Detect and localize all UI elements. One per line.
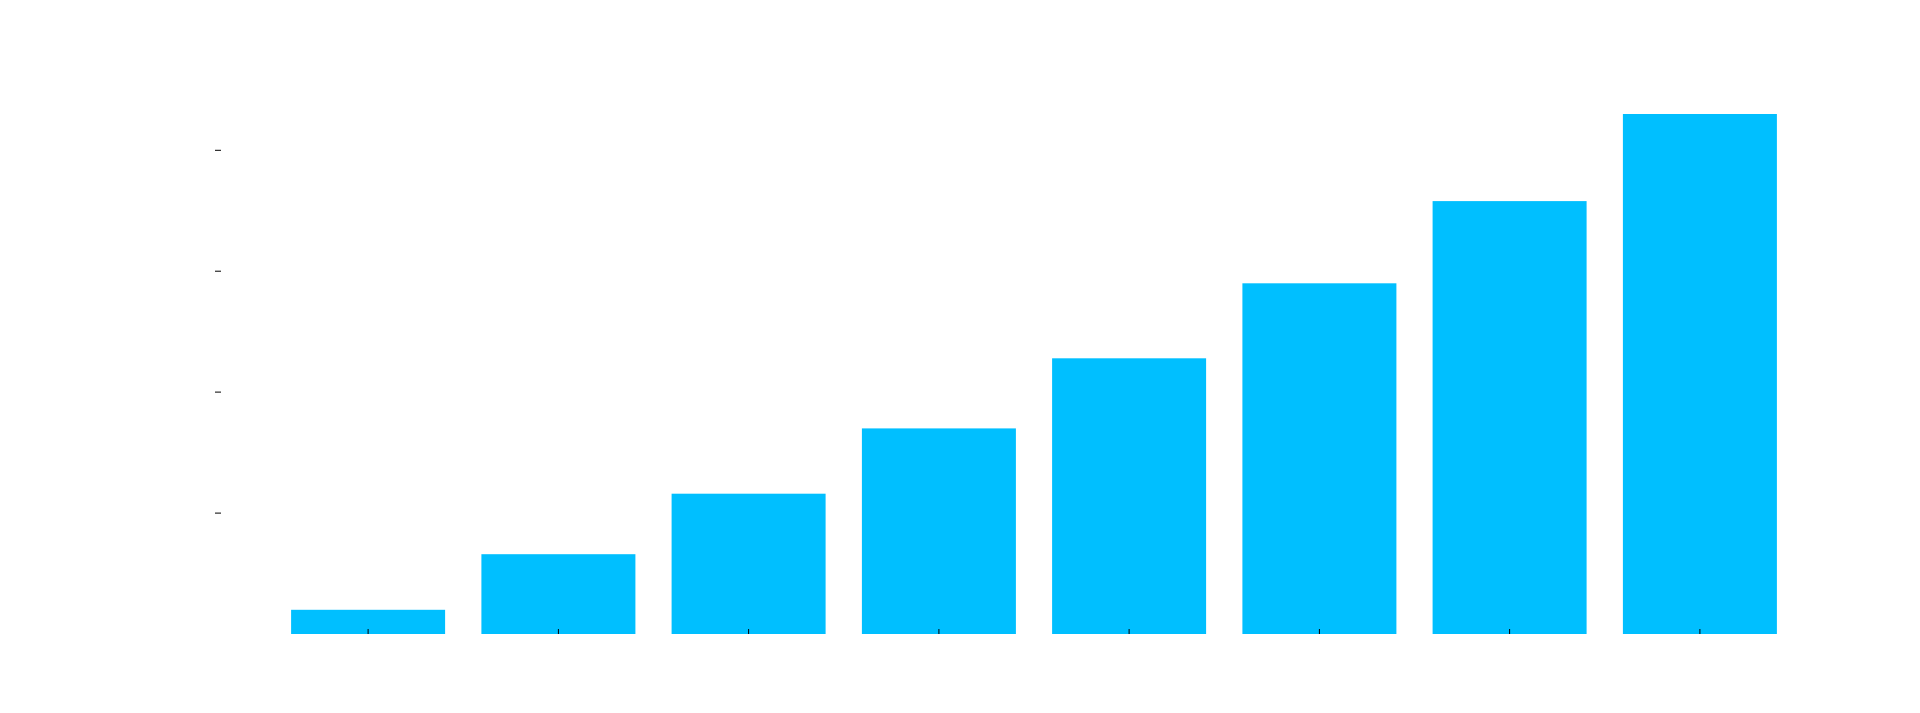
bar-5 bbox=[1052, 358, 1207, 634]
bar-6 bbox=[1242, 283, 1397, 634]
bar-2 bbox=[481, 554, 636, 634]
bar-4 bbox=[861, 428, 1016, 634]
bar-3 bbox=[671, 493, 826, 634]
x-ticks-group bbox=[367, 629, 1701, 634]
bar-8 bbox=[1622, 114, 1777, 634]
bars-group bbox=[291, 114, 1777, 634]
bar-7 bbox=[1432, 201, 1587, 634]
y-ticks-group bbox=[215, 149, 221, 514]
